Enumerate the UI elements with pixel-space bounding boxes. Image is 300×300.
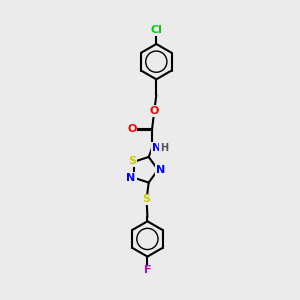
Text: O: O: [127, 124, 136, 134]
Text: O: O: [149, 106, 159, 116]
Text: Cl: Cl: [150, 25, 162, 35]
Text: H: H: [160, 143, 168, 153]
Text: F: F: [144, 266, 151, 275]
Text: S: S: [128, 156, 136, 166]
Text: N: N: [127, 173, 136, 183]
Text: N: N: [152, 143, 161, 153]
Text: N: N: [156, 165, 165, 175]
Text: S: S: [142, 194, 151, 204]
